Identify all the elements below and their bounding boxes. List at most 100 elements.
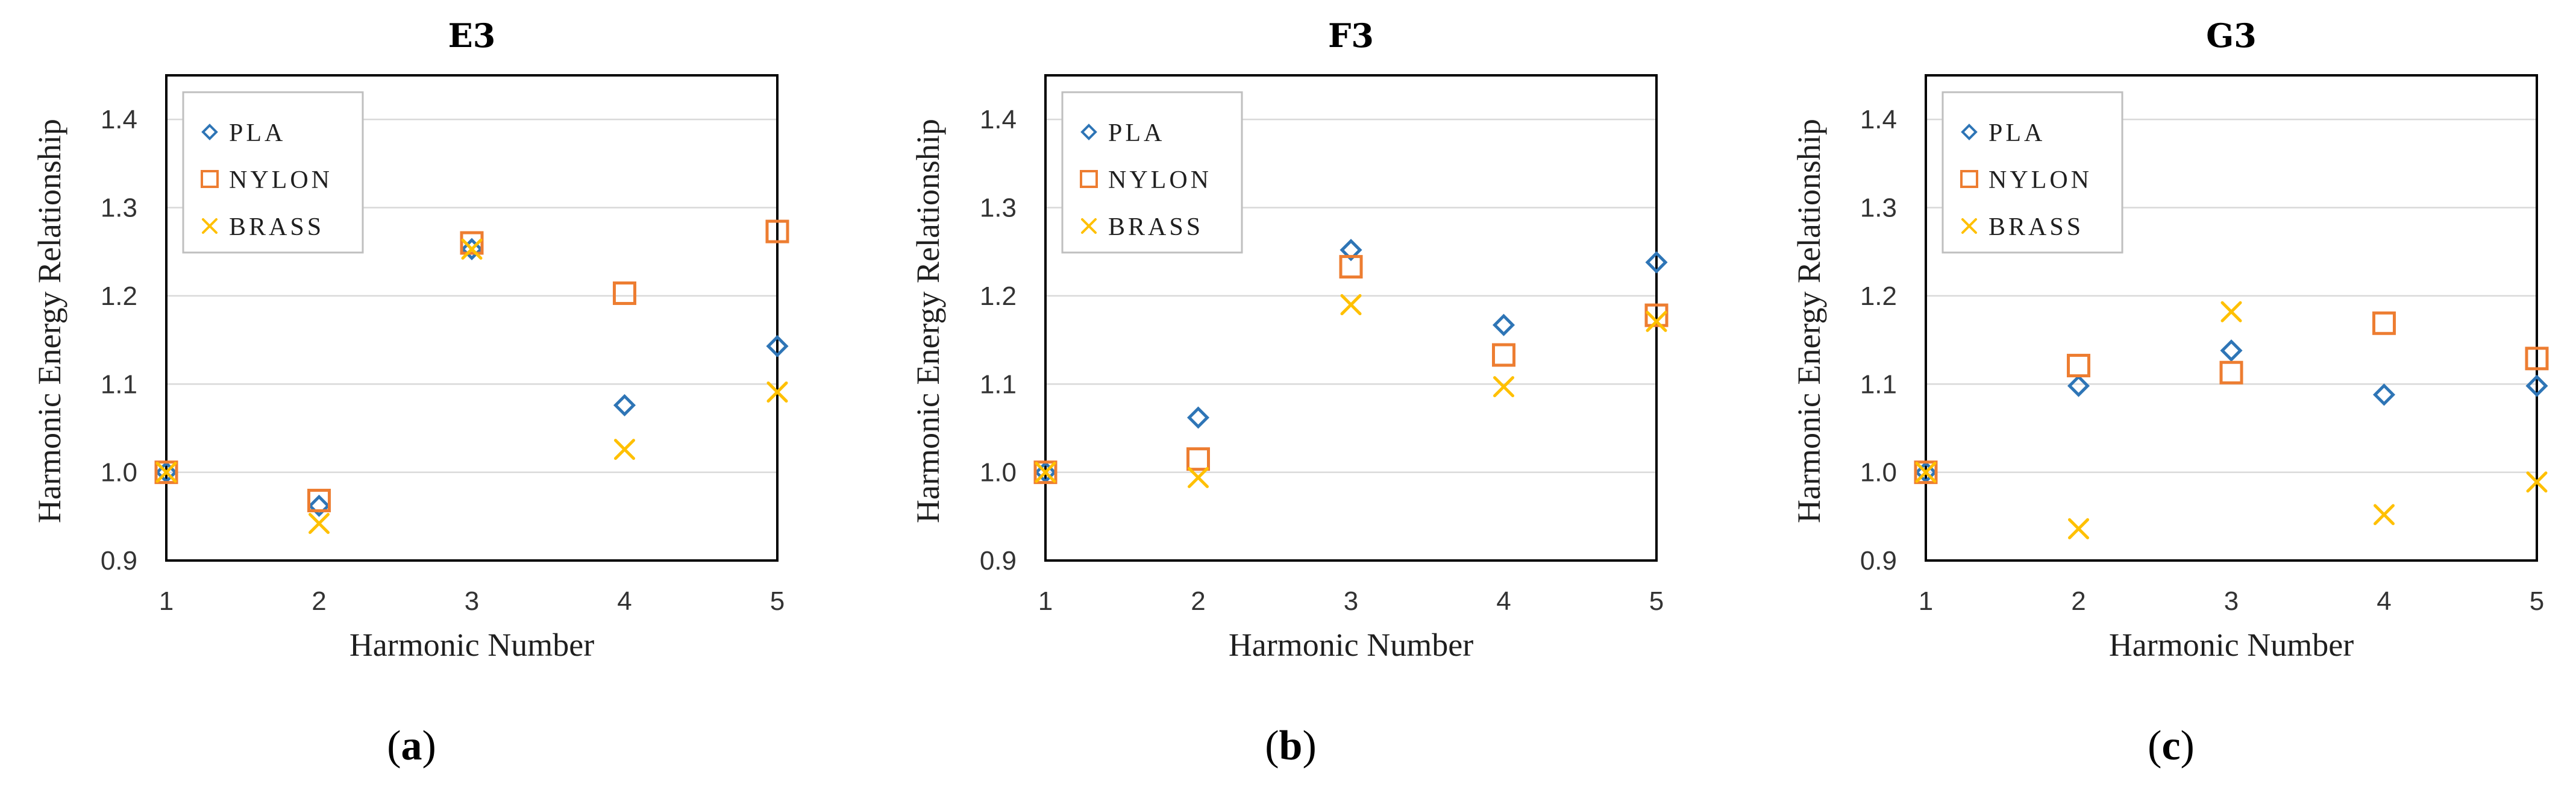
data-point-nylon <box>2525 347 2549 371</box>
panel-label-letter: a <box>401 723 422 769</box>
y-axis-label: Harmonic Energy Relationship <box>910 119 946 523</box>
chart-panel-b: 0.9 1.0 1.1 1.2 1.3 1.4 1 2 3 4 5 F3 Harmonic Number… <box>910 16 1669 769</box>
series-nylon <box>154 219 789 512</box>
data-point-brass <box>1646 310 1667 332</box>
y-axis-label: Harmonic Energy Relationship <box>31 119 67 523</box>
legend-marker-diamond <box>1080 124 1097 140</box>
data-point-brass <box>155 462 177 483</box>
legend: PLA NYLON BRASS <box>1941 91 2123 254</box>
data-point-nylon <box>2067 354 2090 378</box>
data-point-nylon <box>765 219 789 243</box>
data-point-brass <box>461 238 483 260</box>
data-point-brass <box>2526 471 2548 493</box>
panel-label: (b) <box>1265 723 1317 769</box>
data-point-brass <box>1340 294 1362 316</box>
legend-marker-x <box>202 218 218 234</box>
chart-title: F3 <box>1328 16 1374 55</box>
data-point-nylon <box>613 281 636 306</box>
x-tick-label: 5 <box>770 586 785 616</box>
x-tick-label: 2 <box>1191 586 1205 616</box>
legend-marker-diamond <box>201 124 218 140</box>
legend-marker-diamond <box>1961 124 1978 140</box>
legend-label: BRASS <box>1108 213 1203 241</box>
chart-title: G3 <box>2206 16 2257 55</box>
y-tick-label: 1.2 <box>101 281 137 311</box>
y-tick-label: 0.9 <box>1860 546 1897 576</box>
x-tick-label: 4 <box>1496 586 1511 616</box>
series-pla <box>155 237 789 517</box>
data-point-nylon <box>460 231 484 255</box>
series-pla <box>1034 239 1668 484</box>
panel-label-letter: c <box>2161 723 2180 769</box>
data-point-nylon <box>1914 460 1938 485</box>
y-tick-label: 1.3 <box>980 193 1017 223</box>
panel-label-letter: b <box>1279 723 1303 769</box>
data-point-brass <box>2068 518 2089 539</box>
data-point-pla <box>1186 406 1210 429</box>
series-nylon <box>1033 255 1669 485</box>
x-tick-label: 1 <box>159 586 174 616</box>
x-tick-label: 2 <box>312 586 326 616</box>
data-point-brass <box>614 439 635 460</box>
data-point-pla <box>2220 339 2243 362</box>
data-point-pla <box>1492 313 1515 336</box>
x-tick-label: 1 <box>1919 586 1933 616</box>
plot-area <box>1044 74 1658 562</box>
data-point-pla <box>307 494 331 517</box>
series-brass <box>1035 294 1667 488</box>
x-axis-label: Harmonic Number <box>1229 627 1473 663</box>
legend-label: NYLON <box>1108 166 1212 194</box>
chart-panel-a: 0.9 1.0 1.1 1.2 1.3 1.4 1 2 3 4 5 E3 Harmonic Number… <box>31 16 789 769</box>
y-axis-label: Harmonic Energy Relationship <box>1791 119 1827 523</box>
data-point-pla <box>1340 239 1362 262</box>
x-tick-label: 4 <box>2377 586 2391 616</box>
y-tick-label: 1.4 <box>1860 105 1897 134</box>
panel-label: (c) <box>2148 723 2195 769</box>
x-tick-label: 1 <box>1038 586 1053 616</box>
y-tick-label: 1.3 <box>101 193 137 223</box>
x-axis-label: Harmonic Number <box>349 627 594 663</box>
x-tick-label: 4 <box>617 586 631 616</box>
legend: PLA NYLON BRASS <box>182 91 364 254</box>
legend-label: BRASS <box>229 213 324 241</box>
y-tick-label: 1.0 <box>101 458 137 488</box>
data-point-nylon <box>307 488 331 512</box>
y-tick-label: 1.4 <box>980 105 1017 134</box>
data-point-nylon <box>2372 311 2396 335</box>
panel-label: (a) <box>387 723 436 769</box>
data-point-pla <box>1645 251 1668 274</box>
x-tick-label: 5 <box>1649 586 1664 616</box>
chart-panel-c: 0.9 1.0 1.1 1.2 1.3 1.4 1 2 3 4 5 G3 Harmonic Number… <box>1791 16 2549 769</box>
y-tick-label: 0.9 <box>980 546 1017 576</box>
data-point-pla <box>2525 374 2548 397</box>
data-point-brass <box>2220 301 2242 322</box>
legend-label: PLA <box>229 119 286 147</box>
data-point-brass <box>1188 466 1209 488</box>
data-point-brass <box>1493 376 1514 398</box>
data-point-brass <box>766 381 788 403</box>
data-point-nylon <box>1033 460 1058 485</box>
legend-marker-x <box>1961 218 1977 234</box>
x-tick-label: 5 <box>2530 586 2544 616</box>
x-tick-label: 2 <box>2071 586 2086 616</box>
data-point-brass <box>2374 504 2395 526</box>
series-nylon <box>1914 311 2549 485</box>
legend-marker-square <box>201 170 219 188</box>
y-tick-label: 1.1 <box>980 369 1017 399</box>
data-point-nylon <box>1186 447 1210 471</box>
legend-marker-square <box>1080 170 1098 188</box>
legend-label: NYLON <box>229 166 333 194</box>
y-tick-label: 1.3 <box>1860 193 1897 223</box>
y-tick-label: 1.2 <box>1860 281 1897 311</box>
legend: PLA NYLON BRASS <box>1061 91 1243 254</box>
data-point-nylon <box>1492 343 1515 367</box>
y-tick-label: 1.0 <box>1860 458 1897 488</box>
y-tick-label: 1.4 <box>101 105 137 134</box>
series-brass <box>1915 301 2548 539</box>
x-tick-label: 3 <box>2224 586 2239 616</box>
data-point-pla <box>613 394 636 416</box>
data-point-nylon <box>1644 303 1669 327</box>
data-point-pla <box>2067 374 2090 397</box>
data-point-brass <box>309 513 330 535</box>
